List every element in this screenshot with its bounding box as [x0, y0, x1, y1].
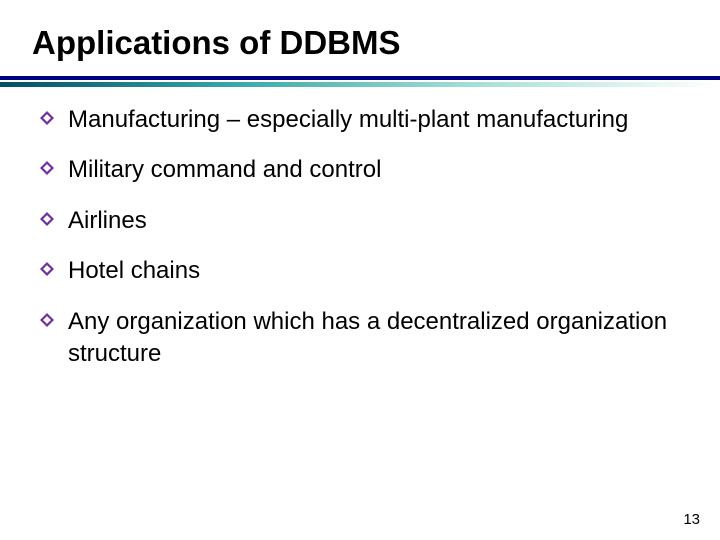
- diamond-bullet-icon: [40, 262, 54, 276]
- diamond-bullet-icon: [40, 212, 54, 226]
- list-item: Manufacturing – especially multi-plant m…: [40, 104, 690, 136]
- slide: Applications of DDBMS Manufacturing – es…: [0, 0, 720, 540]
- bullet-list: Manufacturing – especially multi-plant m…: [40, 104, 690, 388]
- list-item-text: Manufacturing – especially multi-plant m…: [68, 104, 628, 136]
- list-item-text: Hotel chains: [68, 255, 200, 287]
- list-item: Airlines: [40, 205, 690, 237]
- diamond-bullet-icon: [40, 111, 54, 125]
- slide-title: Applications of DDBMS: [32, 24, 401, 62]
- list-item: Military command and control: [40, 154, 690, 186]
- diamond-bullet-icon: [40, 313, 54, 327]
- page-number: 13: [683, 511, 700, 528]
- diamond-bullet-icon: [40, 161, 54, 175]
- title-underline: [0, 76, 720, 87]
- list-item-text: Military command and control: [68, 154, 381, 186]
- list-item: Any organization which has a decentraliz…: [40, 306, 690, 371]
- list-item-text: Any organization which has a decentraliz…: [68, 306, 690, 371]
- list-item: Hotel chains: [40, 255, 690, 287]
- list-item-text: Airlines: [68, 205, 147, 237]
- underline-gradient: [0, 82, 720, 87]
